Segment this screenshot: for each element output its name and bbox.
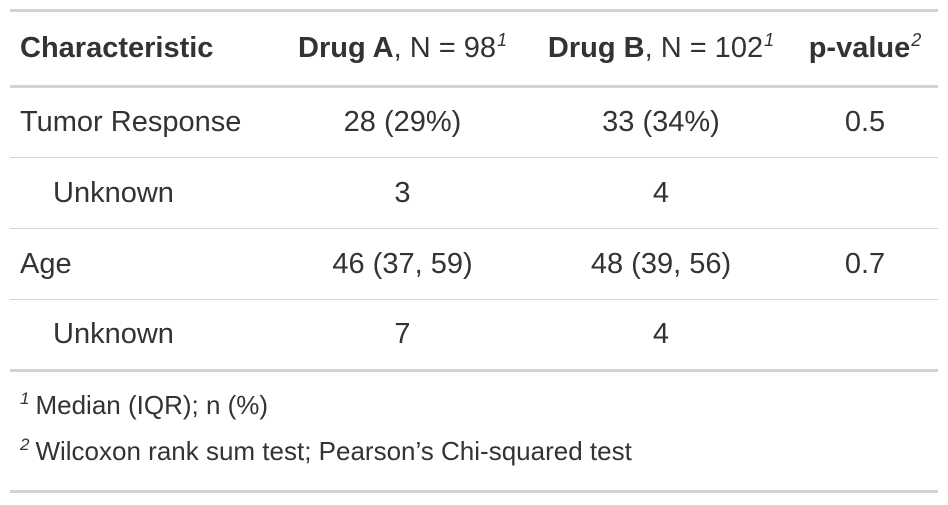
summary-table: Characteristic Drug A, N = 981 Drug B, N…: [10, 9, 938, 372]
header-pvalue: p-value2: [792, 11, 938, 87]
footnote-mark: 1: [20, 389, 30, 409]
footnote: 1 Median (IQR); n (%): [10, 386, 938, 432]
row-label: Age: [20, 247, 72, 280]
cell-drug-b: 48 (39, 56): [590, 247, 732, 280]
header-pvalue-footnote-mark: 2: [911, 30, 922, 51]
footnote-text: Median (IQR); n (%): [35, 390, 269, 420]
header-drug-b-footnote-mark: 1: [764, 30, 775, 51]
header-drug-a-name: Drug A: [298, 32, 394, 64]
table-row: Unknown 3 4: [10, 158, 938, 229]
table-row: Unknown 7 4: [10, 300, 938, 371]
header-drug-b: Drug B, N = 1021: [530, 11, 792, 87]
header-pvalue-label: p-value: [808, 32, 911, 64]
header-drug-a-footnote-mark: 1: [496, 30, 507, 51]
cell-drug-b: 4: [652, 318, 670, 350]
cell-pvalue: 0.7: [844, 247, 886, 280]
header-drug-a: Drug A, N = 981: [275, 11, 530, 87]
table-row: Age 46 (37, 59) 48 (39, 56) 0.7: [10, 229, 938, 300]
row-label: Unknown: [53, 176, 174, 209]
cell-pvalue: [792, 300, 938, 371]
footnote: 2 Wilcoxon rank sum test; Pearson’s Chi-s…: [10, 432, 938, 478]
cell-pvalue: [792, 158, 938, 229]
cell-drug-a: 7: [394, 318, 411, 350]
footnote-text: Wilcoxon rank sum test; Pearson’s Chi-sq…: [35, 436, 632, 466]
row-label: Unknown: [53, 318, 174, 350]
header-drug-a-n: , N = 98: [393, 32, 496, 64]
cell-drug-a: 3: [394, 176, 411, 209]
header-row: Characteristic Drug A, N = 981 Drug B, N…: [10, 10, 938, 87]
table-row: Tumor Response 28 (29%) 33 (34%) 0.5: [10, 87, 938, 158]
table-footnotes: 1 Median (IQR); n (%) 2 Wilcoxon rank sum …: [10, 372, 938, 493]
cell-drug-b: 4: [652, 176, 670, 209]
summary-table-container: Characteristic Drug A, N = 981 Drug B, N…: [10, 9, 938, 493]
header-drug-b-name: Drug B: [547, 32, 645, 64]
cell-pvalue: 0.5: [844, 106, 886, 138]
footnote-mark: 2: [20, 435, 30, 455]
cell-drug-a: 28 (29%): [343, 106, 462, 138]
row-label: Tumor Response: [20, 106, 242, 138]
cell-drug-b: 33 (34%): [602, 106, 720, 138]
cell-drug-a: 46 (37, 59): [332, 247, 473, 280]
header-characteristic: Characteristic: [20, 32, 214, 64]
header-drug-b-n: , N = 102: [644, 32, 764, 64]
